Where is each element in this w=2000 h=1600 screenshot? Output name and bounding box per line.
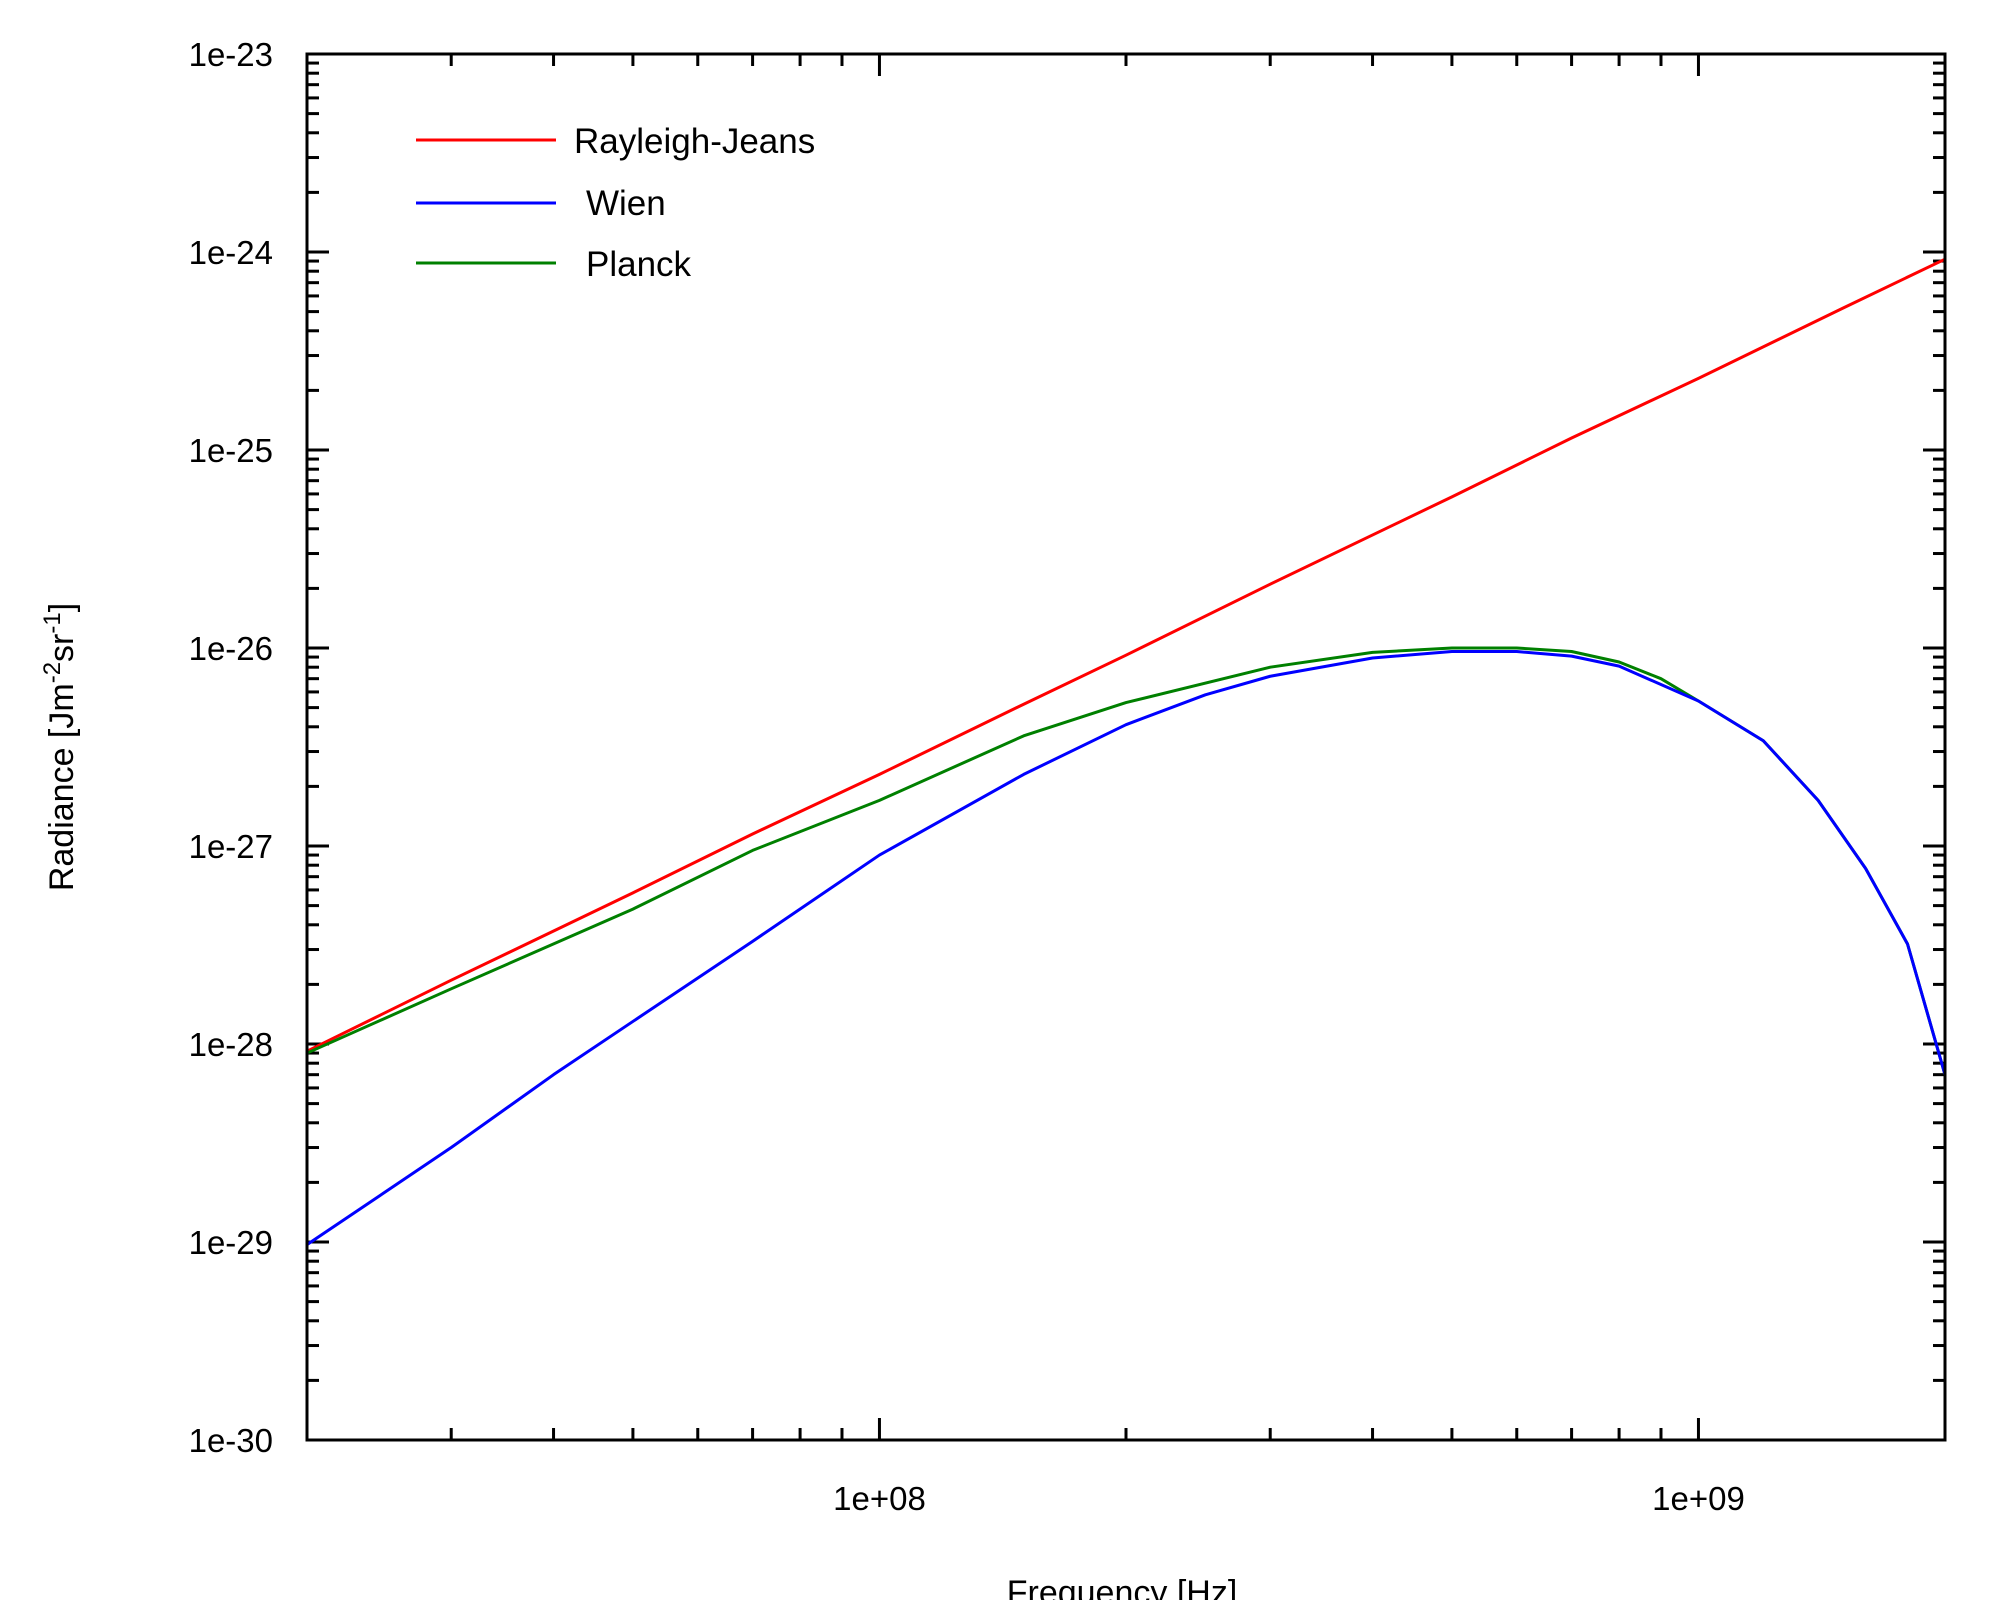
y-axis-title-mid: sr <box>43 634 81 662</box>
y-tick-labels: 1e-30 1e-29 1e-28 1e-27 1e-26 1e-25 1e-24 1e-23 <box>189 36 273 1459</box>
series-layer <box>306 257 1947 1246</box>
y-tick-label: 1e-27 <box>189 828 273 865</box>
legend: Rayleigh-Jeans Wien Planck <box>416 122 815 284</box>
y-axis-title-prefix: Radiance [Jm <box>43 683 81 891</box>
y-tick-label: 1e-28 <box>189 1026 273 1063</box>
y-tick-label: 1e-25 <box>189 432 273 469</box>
minor-ticks <box>307 54 1945 1440</box>
legend-label-wien: Wien <box>586 184 666 223</box>
series-line-wien <box>306 650 1947 1246</box>
y-tick-label: 1e-30 <box>189 1422 273 1459</box>
y-tick-label: 1e-23 <box>189 36 273 73</box>
plot-frame <box>305 52 1947 1442</box>
x-tick-label: 1e+09 <box>1652 1480 1745 1517</box>
x-tick-label: 1e+08 <box>833 1480 926 1517</box>
series-line-rayleigh-jeans <box>306 257 1946 1053</box>
y-tick-label: 1e-29 <box>189 1224 273 1261</box>
y-axis-title-suffix: ] <box>43 603 81 612</box>
y-tick-label: 1e-24 <box>189 234 273 271</box>
y-axis-title-exponent-1: -2 <box>39 662 66 683</box>
y-axis-title-exponent-2: -1 <box>39 612 66 633</box>
series-line-planck <box>306 646 1947 1076</box>
y-tick-label: 1e-26 <box>189 630 273 667</box>
legend-label-planck: Planck <box>586 245 692 284</box>
y-axis-title: Radiance [Jm-2sr-1] <box>39 603 81 891</box>
x-axis-title: Frequency [Hz] <box>1007 1574 1238 1600</box>
x-tick-labels: 1e+08 1e+09 <box>833 1480 1745 1517</box>
legend-label-rayleigh-jeans: Rayleigh-Jeans <box>574 122 815 161</box>
